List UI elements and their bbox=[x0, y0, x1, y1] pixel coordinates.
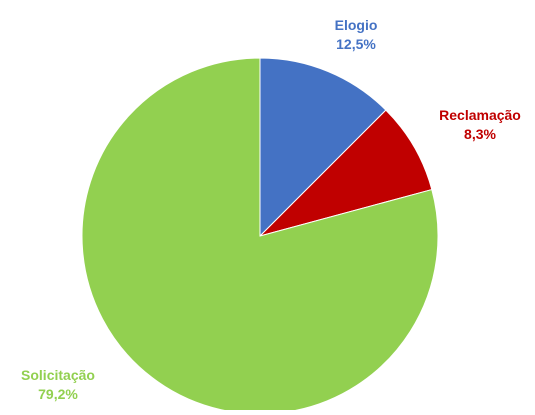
slice-value-reclamacao: 8,3% bbox=[464, 126, 496, 142]
slices-group bbox=[81, 57, 439, 415]
pie-slice-solicitacao bbox=[81, 57, 439, 415]
slice-value-solicitacao: 79,2% bbox=[38, 386, 78, 402]
data-label-reclamacao: Reclamação 8,3% bbox=[439, 107, 521, 142]
data-label-elogio: Elogio 12,5% bbox=[335, 17, 378, 52]
pie-slice-elogio bbox=[259, 57, 387, 238]
data-label-solicitacao: Solicitação 79,2% bbox=[21, 367, 95, 402]
slice-name-reclamacao: Reclamação bbox=[439, 107, 521, 123]
slice-name-elogio: Elogio bbox=[335, 17, 378, 33]
slice-name-solicitacao: Solicitação bbox=[21, 367, 95, 383]
pie-slice-reclamacao bbox=[258, 109, 433, 237]
slice-value-elogio: 12,5% bbox=[336, 36, 376, 52]
labels-group: Elogio 12,5% Reclamação 8,3% Solicitação 79,2… bbox=[21, 17, 521, 402]
